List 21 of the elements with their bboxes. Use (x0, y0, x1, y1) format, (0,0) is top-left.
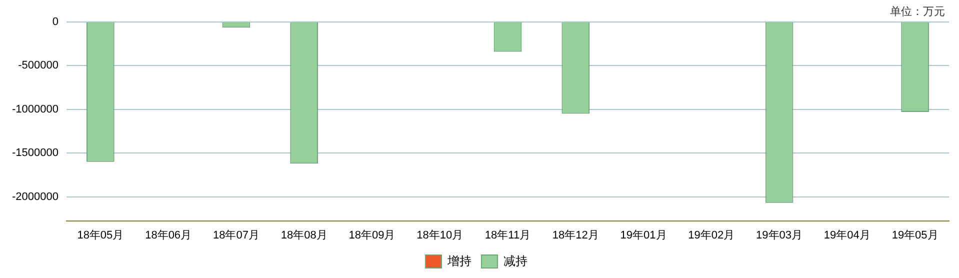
y-tick-label: -1500000 (12, 147, 58, 160)
x-tick-label: 19年01月 (620, 229, 667, 242)
x-tick-label: 18年11月 (484, 229, 531, 242)
x-tick-label: 18年12月 (552, 229, 599, 242)
x-tick-label: 19年02月 (688, 229, 735, 242)
x-tick-label: 19年04月 (824, 229, 870, 242)
x-tick-label: 18年07月 (212, 229, 260, 242)
x-tick-label: 18年06月 (145, 229, 192, 242)
x-tick-label: 18年08月 (280, 229, 328, 242)
y-tick-label: 0 (52, 16, 58, 28)
x-tick-label: 19年03月 (756, 229, 803, 242)
y-tick-label: -500000 (18, 60, 58, 72)
x-tick-label: 18年05月 (77, 229, 124, 242)
x-tick-label: 18年09月 (348, 229, 396, 242)
text: 单位：万元 (890, 5, 945, 19)
y-tick-label: -1000000 (12, 103, 58, 116)
legend-label: 增持 (446, 254, 472, 268)
y-tick-label: -2000000 (12, 190, 58, 203)
legend-label: 减持 (504, 254, 528, 268)
x-tick-label: 18年10月 (416, 229, 464, 242)
x-tick-label: 19年05月 (892, 229, 938, 242)
